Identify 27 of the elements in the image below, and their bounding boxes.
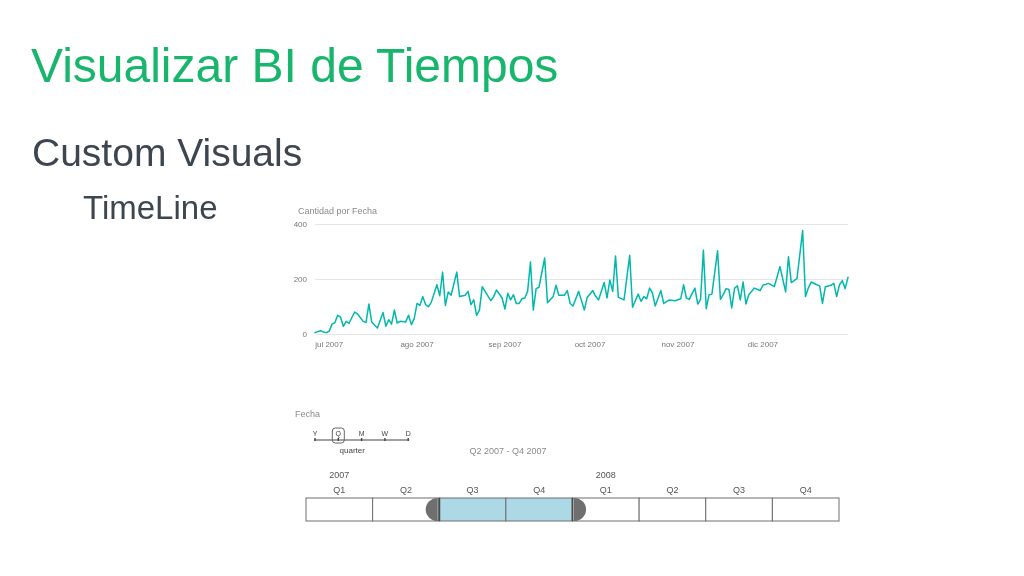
category-label: Q1	[599, 485, 612, 496]
category-label: Q3	[466, 485, 479, 496]
x-tick-label: dic 2007	[747, 339, 779, 349]
text: Q2 2007 - Q4 2007	[469, 446, 547, 457]
text: Custom Visuals	[32, 131, 303, 176]
text: 2008	[595, 470, 616, 481]
category-label: Q2	[399, 485, 412, 496]
y-tick-label: 0	[302, 329, 308, 339]
line-series	[314, 229, 849, 334]
category-label: Q1	[333, 485, 346, 496]
text: quarter	[339, 446, 366, 456]
category-label: Q4	[533, 485, 546, 496]
y-tick-label: 200	[293, 274, 308, 284]
category-label: Q2	[666, 485, 679, 496]
category-label: Q4	[799, 485, 812, 496]
x-tick-label: sep 2007	[488, 339, 522, 349]
x-tick-label: jul 2007	[314, 339, 344, 349]
category-label: Q3	[733, 485, 746, 496]
text: TimeLine	[83, 189, 218, 227]
chart-title: Cantidad por Fecha	[298, 205, 378, 216]
y-tick-label: 400	[293, 219, 308, 229]
text: 2007	[329, 470, 350, 481]
text: Fecha	[295, 409, 321, 420]
x-tick-label: nov 2007	[661, 339, 695, 349]
x-tick-label: oct 2007	[574, 339, 606, 349]
x-tick-label: ago 2007	[400, 339, 435, 349]
text: Visualizar BI de Tiempos	[31, 38, 559, 94]
